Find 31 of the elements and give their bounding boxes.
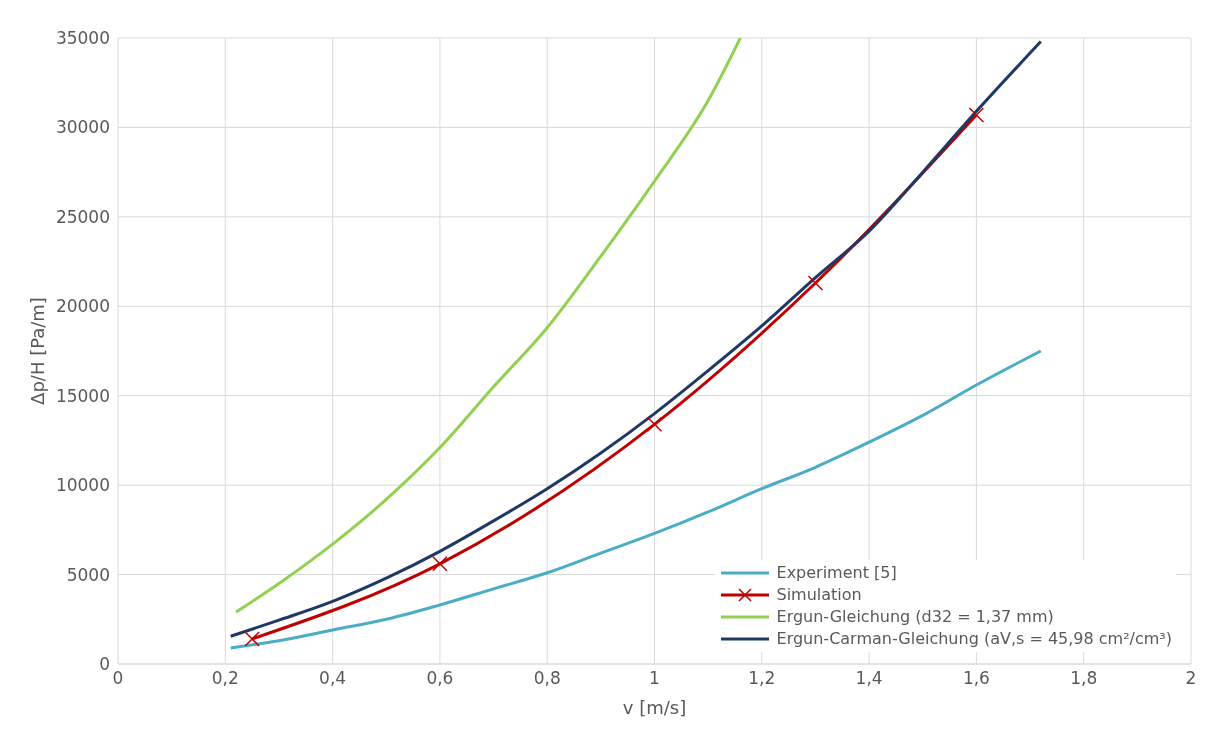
x-tick-label: 0,4 <box>319 668 347 689</box>
legend-label: Experiment [5] <box>776 562 897 584</box>
y-tick-label: 0 <box>99 654 110 675</box>
x-tick-label: 0 <box>112 668 124 689</box>
x-tick-label: 2 <box>1185 668 1197 689</box>
y-tick-label: 10000 <box>55 475 110 496</box>
y-tick-label: 15000 <box>55 385 110 406</box>
y-tick-label: 35000 <box>55 28 110 49</box>
y-axis-title: Δp/H [Pa/m] <box>27 297 49 405</box>
x-tick-label: 0,2 <box>211 668 239 689</box>
legend-label: Ergun-Carman-Gleichung (aV,s = 45,98 cm²/cm³) <box>776 628 1172 650</box>
y-tick-label: 30000 <box>55 117 110 138</box>
x-tick-label: 1 <box>649 668 660 689</box>
x-tick-label: 1,2 <box>748 668 776 689</box>
legend-label: Ergun-Gleichung (d32 = 1,37 mm) <box>776 606 1054 628</box>
y-tick-label: 25000 <box>55 206 110 227</box>
point <box>646 416 663 433</box>
x-axis-title: v [m/s] <box>622 697 687 718</box>
x-tick-label: 1,6 <box>962 668 990 689</box>
x-tick-label: 0,8 <box>533 668 561 689</box>
x-tick-label: 1,8 <box>1070 668 1098 689</box>
y-tick-label: 5000 <box>66 564 110 585</box>
x-tick-label: 1,4 <box>855 668 883 689</box>
y-tick-label: 20000 <box>55 296 110 317</box>
point <box>244 631 260 647</box>
point <box>432 556 448 572</box>
point <box>968 107 985 123</box>
point <box>807 275 824 291</box>
x-tick-label: 0,6 <box>426 668 454 689</box>
legend-label: Simulation <box>776 584 862 606</box>
line-series <box>234 38 742 614</box>
